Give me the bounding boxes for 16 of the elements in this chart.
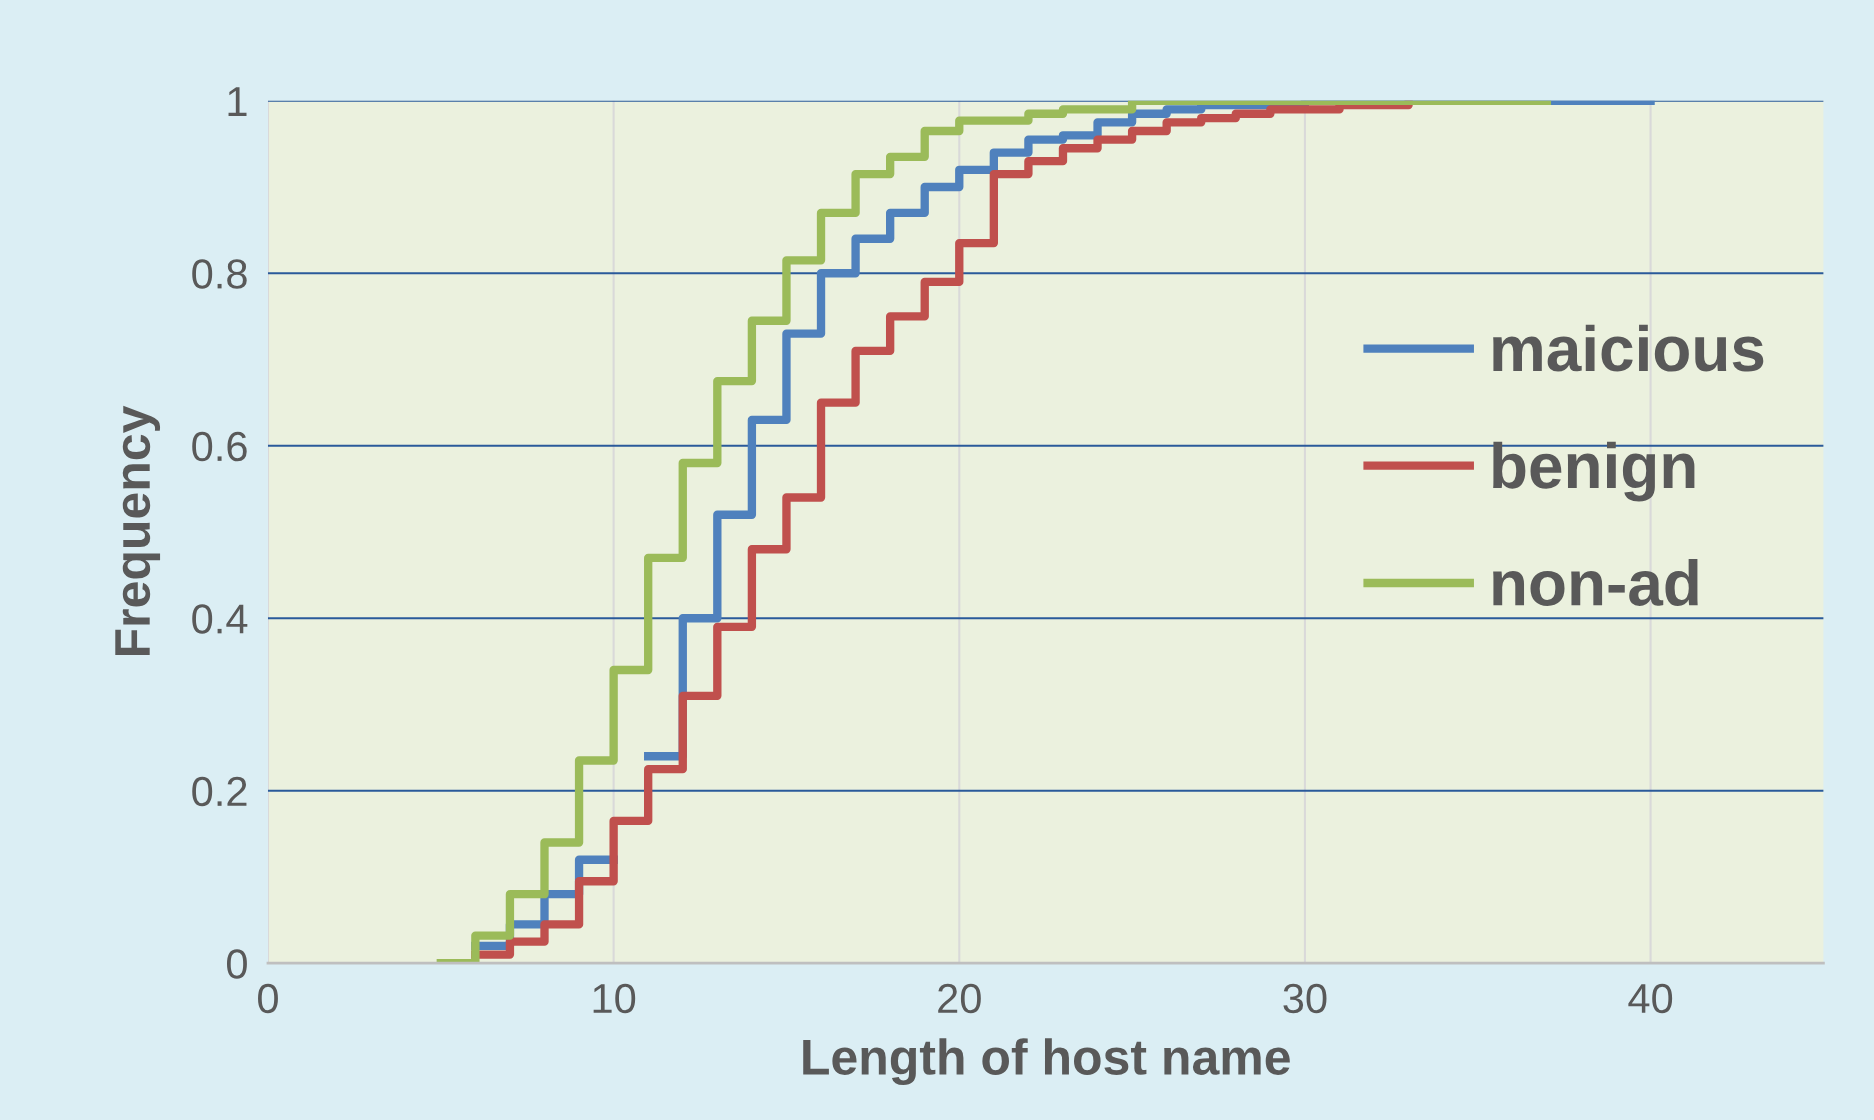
x-tick-label: 30	[1283, 983, 1327, 1014]
y-tick-label: 0.2	[192, 776, 247, 807]
y-tick-label: 0.4	[192, 604, 248, 634]
x-tick-label: 10	[593, 983, 636, 1014]
legend-label: benign	[1493, 441, 1695, 502]
x-tick-label: 0	[258, 983, 278, 1014]
y-axis-title: Frequency	[115, 405, 161, 656]
legend-label: non-ad	[1493, 559, 1698, 606]
y-tick-label: 0	[226, 949, 247, 979]
x-tick-label: 40	[1628, 983, 1673, 1014]
x-tick-label: 20	[938, 983, 981, 1014]
legend-label: maicious	[1493, 324, 1764, 372]
y-tick-label: 0.8	[192, 259, 247, 289]
y-tick-label: 0.6	[192, 431, 247, 462]
y-tick-label: 1	[228, 87, 247, 116]
x-axis-title: Length of host name	[803, 1038, 1290, 1085]
